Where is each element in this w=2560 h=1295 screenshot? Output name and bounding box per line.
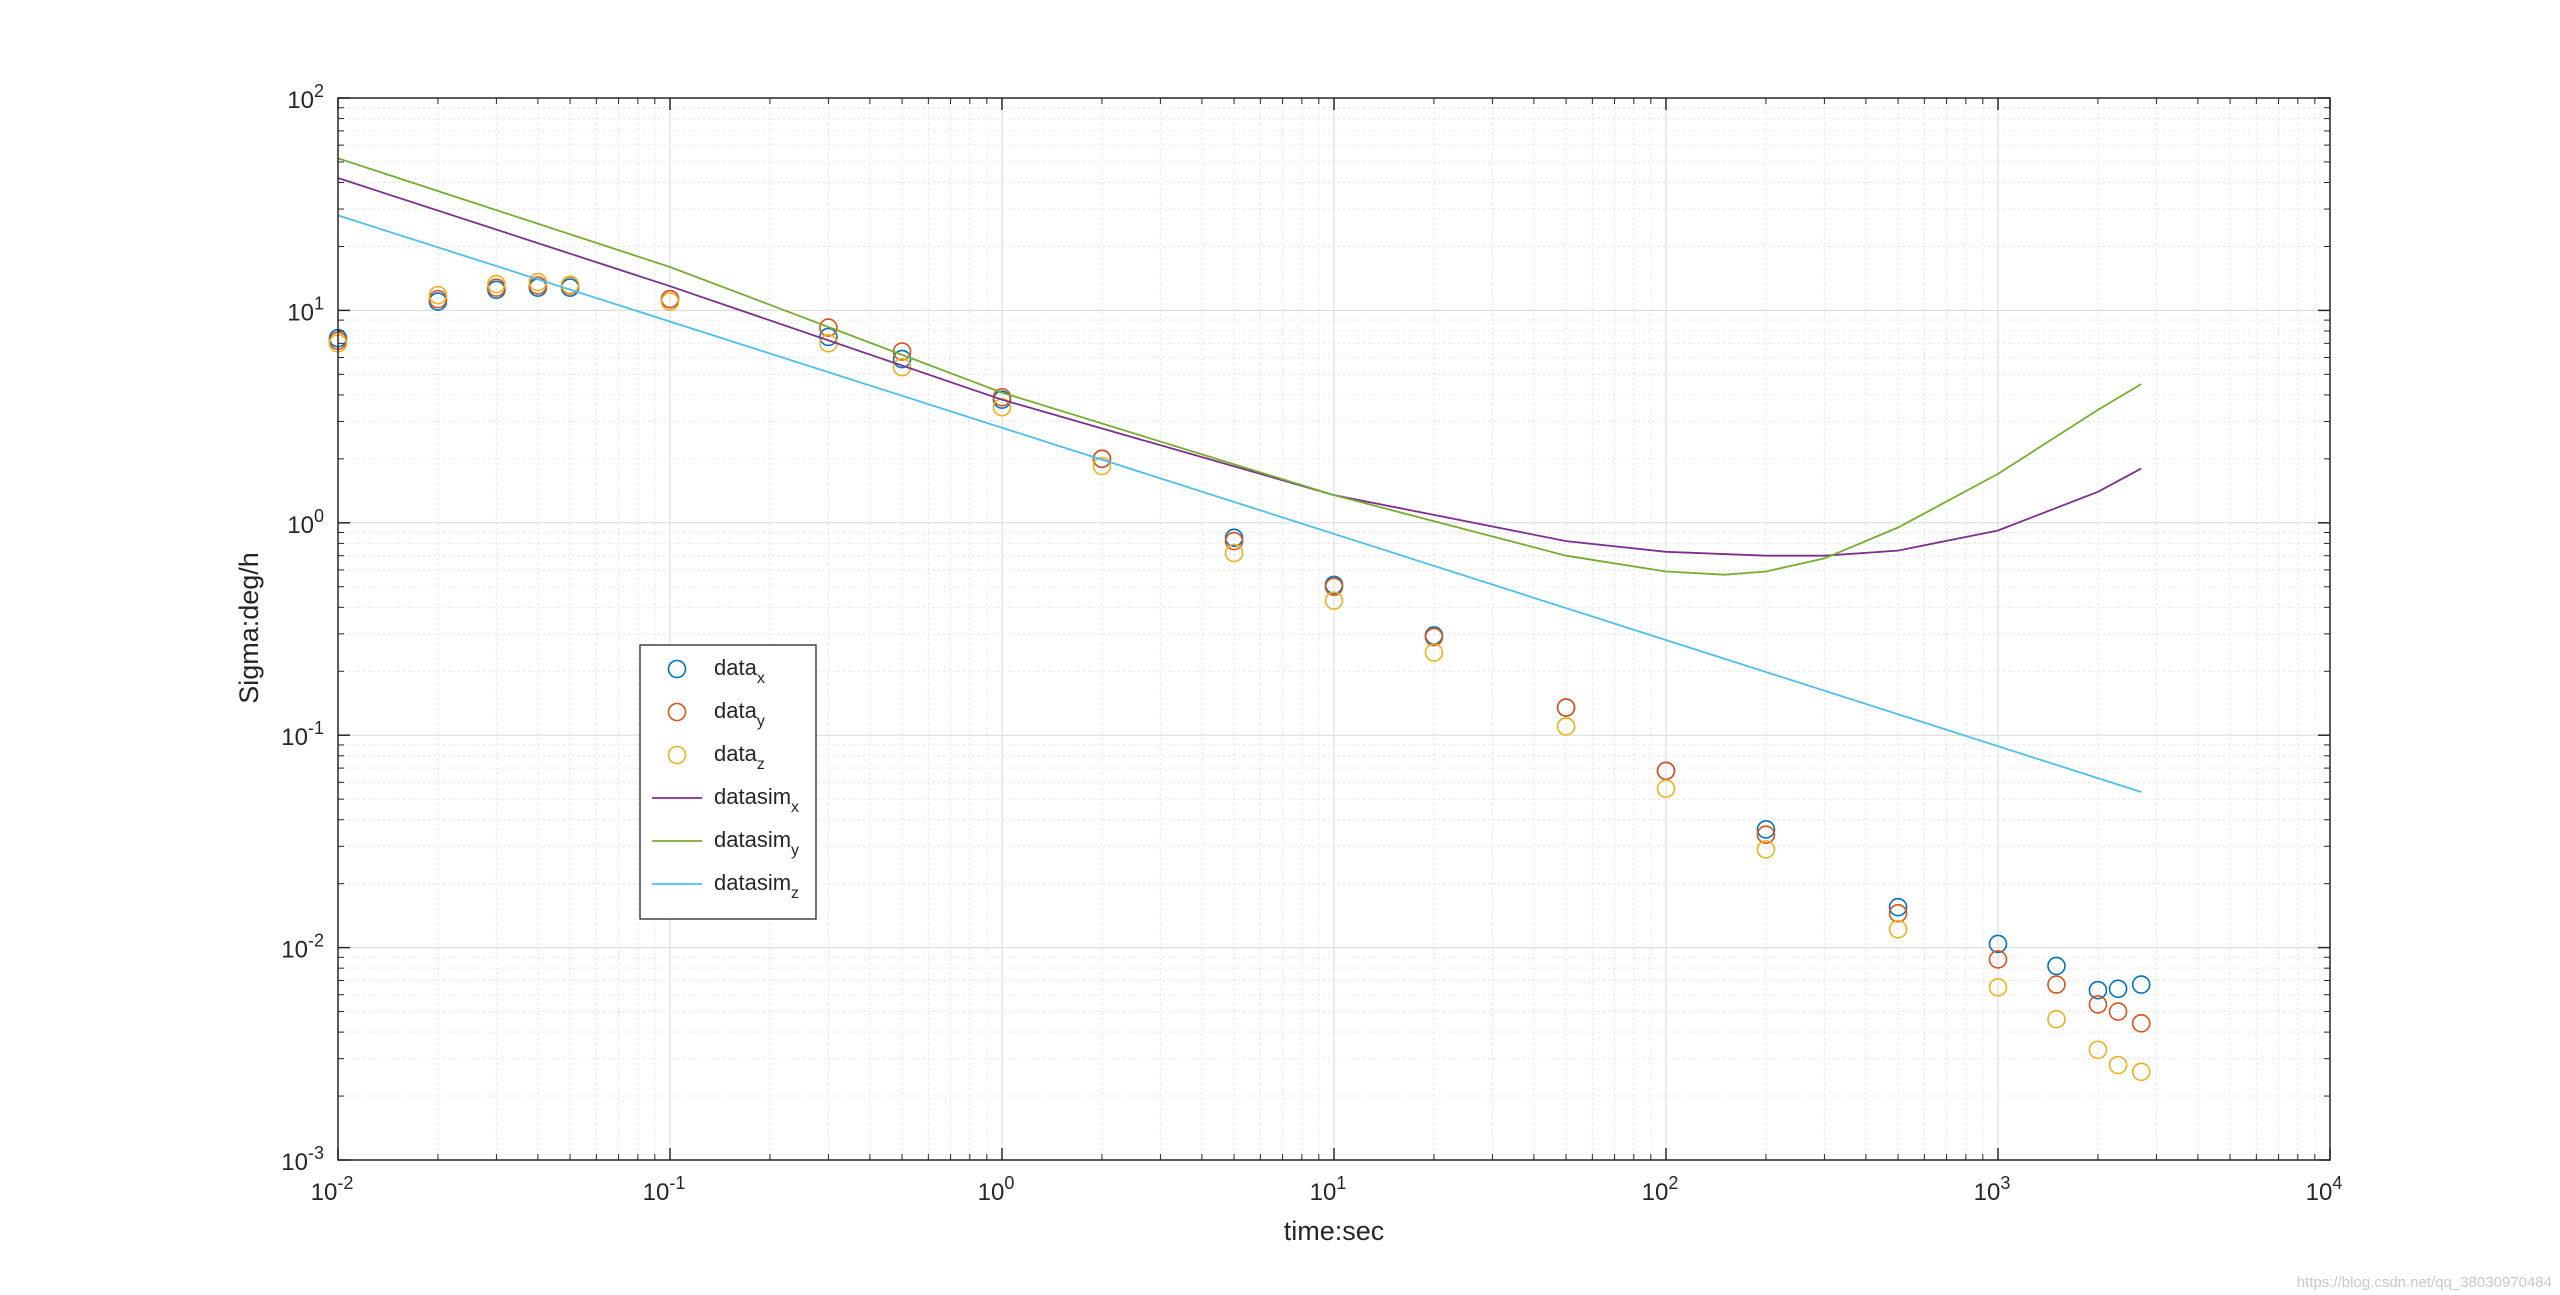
data-point-data-z [560,275,580,295]
x-tick-labels: 10-2 10-1 100 101 102 103 104 [311,1173,2343,1206]
legend-marker-swatch [667,659,687,679]
data-point-data-x [1756,820,1776,839]
data-point-data-x [1988,934,2008,954]
x-axis-label: time:sec [1284,1216,1385,1246]
legend-label: datay [714,698,765,730]
tick-marks [337,97,2331,1161]
data-point-data-x [1888,897,1908,917]
legend-marker-swatch [667,702,687,722]
data-point-data-y [1556,698,1576,717]
data-point-data-z [2131,1062,2151,1082]
data-point-data-y [1224,531,1244,551]
data-point-data-y [2108,1002,2128,1021]
data-point-data-y [1888,904,1908,923]
y-axis-label: Sigma:deg/h [234,552,264,704]
data-point-data-z [892,357,912,377]
y-tick-label: 10-3 [281,1143,324,1176]
data-point-data-z [428,285,448,305]
data-point-data-z [1324,591,1344,610]
y-tick-label: 101 [287,293,324,326]
data-point-data-x [2088,980,2108,1000]
y-tick-label: 102 [287,81,324,114]
series-line-datasim-z [337,214,2142,793]
y-tick-labels: 10-3 10-2 10-1 100 101 102 [281,81,324,1176]
data-point-data-z [2047,1009,2066,1029]
data-point-data-z [2108,1055,2128,1075]
data-point-data-y [1756,825,1776,845]
data-point-data-y [428,289,448,309]
data-point-data-y [1988,950,2008,969]
x-tick-label: 103 [1974,1173,2011,1206]
plot-area [328,157,2151,1082]
data-point-data-y [2088,995,2108,1014]
data-point-data-z [1656,779,1676,798]
data-point-data-y [1656,761,1676,781]
legend-marker-swatch [667,745,687,765]
series-line-datasim-y [337,157,2142,576]
data-point-data-y [2131,1014,2151,1033]
x-tick-label: 101 [1310,1173,1347,1206]
data-point-data-z [1224,543,1244,563]
data-point-data-z [487,274,506,294]
x-tick-label: 102 [1642,1173,1679,1206]
data-point-data-y [1092,449,1112,469]
legend-label: datasimx [714,784,799,816]
x-tick-label: 10-2 [311,1173,354,1206]
x-tick-label: 100 [978,1173,1015,1206]
data-point-data-y [819,318,838,337]
data-point-data-z [1888,919,1908,939]
legend: datax datay dataz datasimx datasimy datasimz [639,644,817,920]
data-point-data-x [2047,956,2066,976]
data-point-data-z [1424,643,1444,662]
data-point-data-z [1092,456,1112,476]
x-tick-label: 10-1 [643,1173,686,1206]
data-point-data-z [660,292,680,311]
data-point-data-y [1324,577,1344,597]
x-tick-label: 104 [2306,1173,2343,1206]
legend-label: datax [714,655,765,687]
y-tick-label: 10-2 [281,931,324,964]
data-point-data-x [892,349,912,369]
legend-label: dataz [714,741,765,773]
data-point-data-y [2047,975,2066,994]
legend-box [639,644,817,920]
data-point-data-z [1756,840,1776,859]
y-tick-label: 100 [287,506,324,539]
data-point-data-z [1988,978,2008,997]
watermark: https://blog.csdn.net/qq_38030970484 [2297,1274,2552,1291]
data-point-data-y [1424,627,1444,647]
data-point-data-x [2108,979,2128,999]
series-line-datasim-x [337,177,2142,557]
y-tick-label: 10-1 [281,718,324,751]
data-point-data-z [1556,717,1576,736]
legend-label: datasimz [714,870,799,902]
data-point-data-x [2131,975,2151,994]
data-point-data-z [2088,1040,2108,1060]
legend-label: datasimy [714,827,799,859]
data-point-data-z [992,397,1012,417]
